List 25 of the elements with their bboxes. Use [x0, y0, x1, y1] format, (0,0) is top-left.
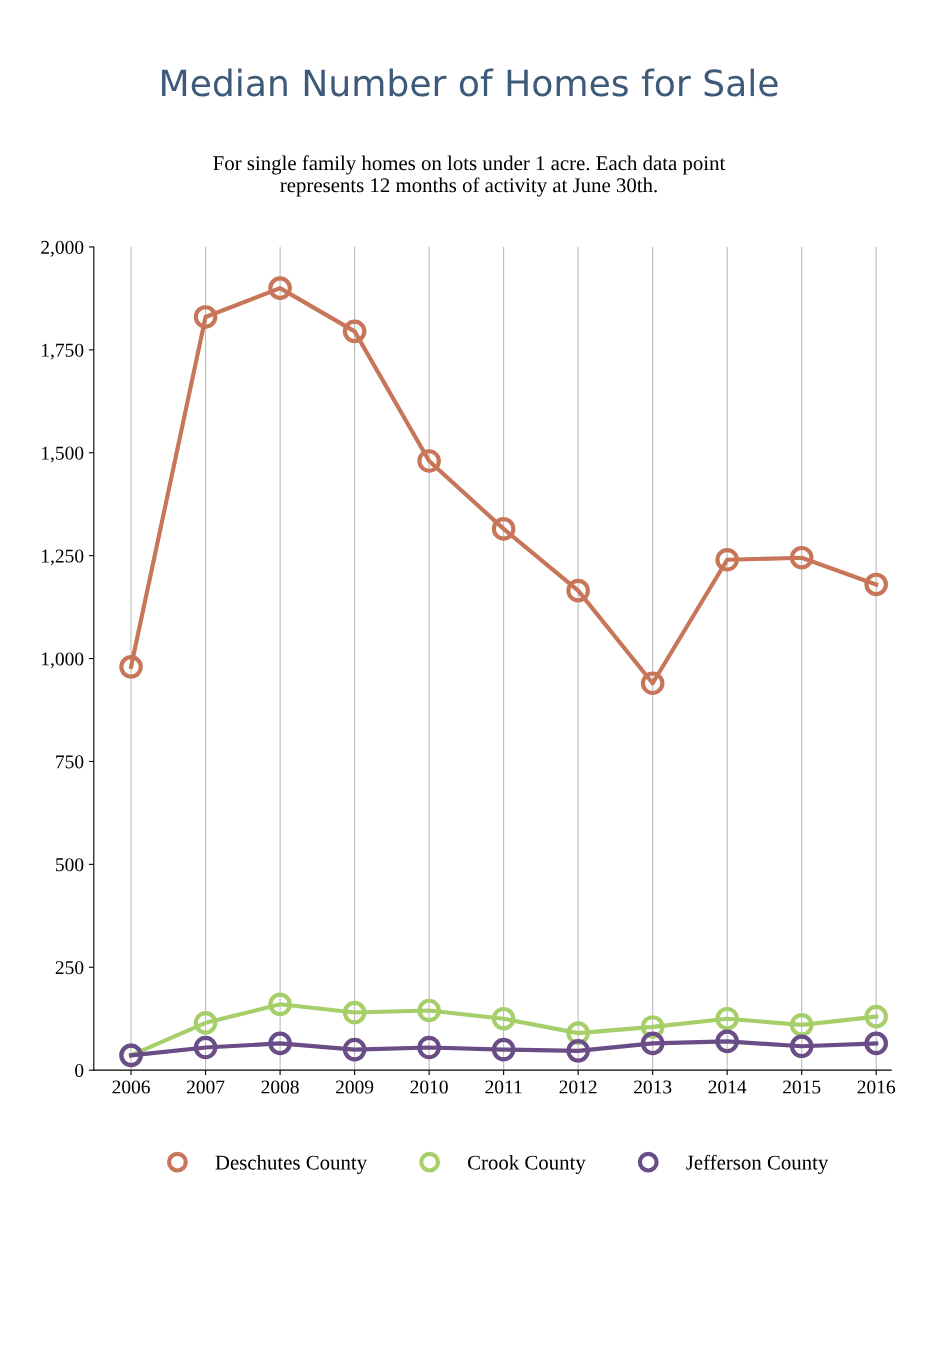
x-tick-label: 2014 — [708, 1080, 747, 1094]
y-tick-label: 500 — [56, 858, 84, 872]
chart-title: Median Number of Homes for Sale — [162, 68, 778, 97]
y-tick-label: 2,000 — [41, 240, 84, 257]
x-tick-label: 2007 — [186, 1080, 225, 1094]
x-tick-label: 2010 — [410, 1080, 448, 1094]
y-tick-label: 1,500 — [42, 446, 84, 463]
y-tick-label: 750 — [56, 755, 84, 769]
y-tick-label: 0 — [75, 1063, 84, 1078]
x-tick-label: 2006 — [112, 1080, 150, 1094]
chart-subtitle: For single family homes on lots under 1 acre. Each data point represents 12 months of activity at June 30th. — [213, 155, 726, 197]
x-tick-label: 2012 — [559, 1080, 597, 1094]
legend-label: Jefferson County — [686, 1154, 829, 1174]
y-tick-label: 1,750 — [42, 343, 84, 360]
x-tick-label: 2015 — [783, 1080, 821, 1094]
legend-label: Crook County — [467, 1154, 586, 1174]
legend-label: Deschutes County — [215, 1154, 368, 1174]
x-tick-label: 2016 — [857, 1080, 896, 1094]
x-tick-label: 2011 — [485, 1080, 522, 1094]
y-tick-label: 250 — [55, 961, 84, 975]
x-tick-label: 2008 — [261, 1080, 299, 1094]
y-tick-label: 1,000 — [42, 652, 84, 669]
y-tick-label: 1,250 — [42, 549, 84, 566]
x-tick-label: 2013 — [634, 1080, 672, 1094]
x-tick-label: 2009 — [336, 1080, 374, 1094]
